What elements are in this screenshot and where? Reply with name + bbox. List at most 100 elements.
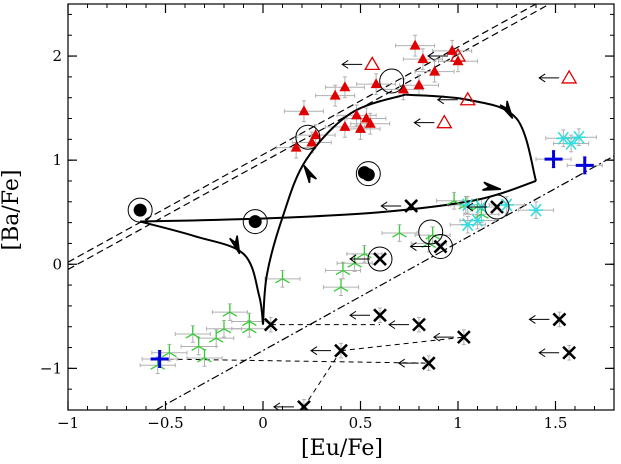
filled-triangle-point [409,39,421,50]
cross-point [263,317,278,332]
filled-triangle-point [446,44,458,55]
direction-arrowhead [229,235,241,255]
arrowhead-shape [303,164,317,184]
cross-point [334,343,348,358]
filled-triangle-point [298,105,310,116]
cross-point [552,312,567,327]
tri-star-point [392,225,407,238]
tri-star-point [242,313,257,327]
direction-arrowhead [482,181,502,191]
direction-arrowhead [499,100,514,120]
filled-circle-point [133,203,147,217]
asterisk-point [556,131,571,145]
direction-arrowhead [303,164,317,184]
open-circle-ring [295,124,321,150]
upper-limit-arrow [341,59,363,69]
tri-star-point [162,344,177,358]
asterisk-point [564,136,579,151]
upper-limit-arrow [310,346,331,356]
filled-triangle-point [339,120,351,131]
plus-point [544,150,563,169]
open-circle-ring [355,161,381,187]
tri-star-point [335,262,351,276]
y-axis-label: [Ba/Fe] [0,170,24,251]
y-tick-label: 0 [52,255,62,273]
axes-frame-layer: −1 −0.5 0 0.5 1 1.5 −1 0 1 2 [40,3,615,432]
tri-star-point [197,349,212,363]
filled-triangle-point [339,81,351,92]
tri-star-point [208,330,224,343]
x-tick-label: −0.5 [147,414,183,432]
filled-triangle-point [452,55,464,66]
upper-limit-arrow [349,254,370,264]
arrowhead-shape [499,100,514,120]
trajectory-curve [140,180,537,223]
tri-star-point [185,326,201,339]
connector-lines-layer [159,324,464,408]
plus-point [150,349,169,368]
tri-star-point [446,192,462,206]
filled-triangle-point [370,78,382,89]
open-circle-ring [379,68,405,94]
filled-circle-point [248,215,262,229]
cross-point [456,330,471,345]
open-circle-ring [242,209,268,235]
dashed-reference-line [68,4,537,263]
asterisk-point [571,130,586,144]
upper-limit-arrow [413,118,435,128]
filled-triangle-point [351,109,363,120]
asterisk-point [460,218,475,232]
upper-limit-arrow [349,310,370,320]
open-triangle-point [449,47,467,62]
trajectory-curve [262,93,406,325]
tri-star-point [222,304,238,317]
trajectory-layer [139,93,537,325]
upper-limit-arrow [409,242,431,251]
dashdot-reference-line [155,155,614,410]
arrowhead-shape [482,181,502,191]
open-triangle-point [364,56,381,71]
trajectory-curve [139,220,264,325]
upper-limit-arrow [397,358,419,368]
cross-point [490,200,504,214]
upper-limit-arrow [380,201,402,211]
open-triangle-point [459,91,476,106]
filled-triangle-point [429,65,441,76]
tri-star-point [242,320,257,334]
filled-triangle-point [364,117,376,128]
upper-limit-arrow [538,73,560,83]
open-triangle-point [436,114,453,129]
x-tick-label: −1 [57,414,79,432]
cross-point [373,252,387,266]
asterisk-point [529,203,543,217]
upper-limit-arrow [528,315,550,324]
asterisk-point [499,198,514,212]
dashed-reference-line [68,4,550,270]
cross-point [421,356,436,371]
points-layer [127,39,594,410]
upper-limit-arrow [538,348,560,358]
cross-point [404,199,419,213]
tri-star-point [357,245,372,259]
open-circle-ring [127,197,153,223]
x-tick-label: 1.5 [544,414,568,432]
y-tick-label: 1 [52,151,62,169]
reference-lines-layer [68,4,614,410]
tri-star-point [333,279,349,292]
upper-limit-arrow [432,332,454,342]
filled-triangle-point [355,122,366,133]
cross-point [373,308,387,323]
x-axis-label: [Eu/Fe] [301,436,383,461]
plus-point [575,156,594,175]
connector-line [340,336,464,352]
tri-star-point [275,270,290,284]
y-tick-label: 2 [52,47,62,65]
connector-line [303,350,342,408]
filled-circle-point [361,168,375,182]
x-tick-label: 1 [453,414,463,432]
open-circle-ring [418,219,444,245]
error-bars-layer [139,34,603,410]
filled-triangle-point [310,129,322,140]
trajectory-curve [405,93,537,182]
